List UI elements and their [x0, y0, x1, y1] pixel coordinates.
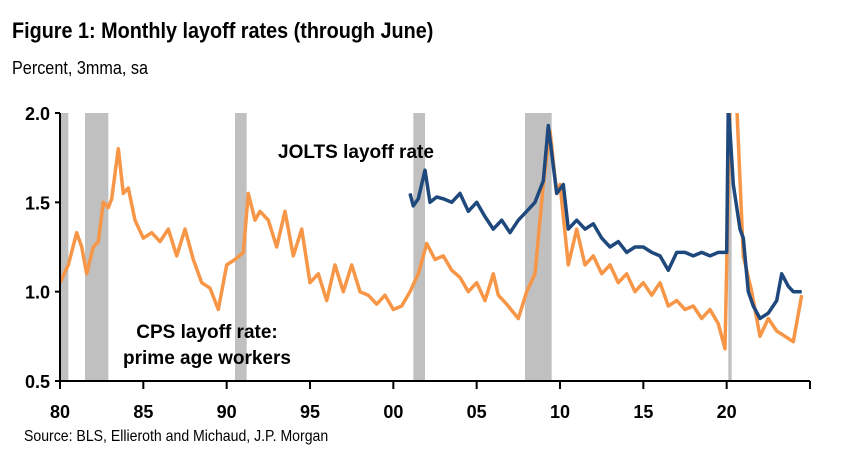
x-tick-label: 10 — [550, 402, 570, 422]
series-label-jolts: JOLTS layoff rate — [278, 142, 434, 163]
x-tick-label: 20 — [717, 402, 737, 422]
recession-band — [85, 113, 109, 381]
recession-bands — [60, 113, 732, 381]
series-label-cps-line1: CPS layoff rate: — [136, 322, 277, 343]
y-tick-label: 2.0 — [25, 104, 50, 124]
chart-subtitle: Percent, 3mma, sa — [12, 58, 148, 78]
x-tick-label: 05 — [467, 402, 487, 422]
axes: 0.5 1.0 1.5 2.0 80 85 90 95 00 05 10 15 20 — [25, 104, 811, 422]
y-tick-label: 0.5 — [25, 372, 50, 392]
recession-band — [60, 113, 69, 381]
recession-band — [413, 113, 425, 381]
source-note: Source: BLS, Ellieroth and Michaud, J.P.… — [24, 428, 329, 445]
cps-line — [60, 113, 804, 351]
recession-band — [235, 113, 247, 381]
series-lines — [60, 113, 804, 351]
y-tick-label: 1.0 — [25, 283, 50, 303]
x-tick-label: 80 — [50, 402, 70, 422]
x-tick-label: 85 — [133, 402, 153, 422]
x-tick-label: 95 — [300, 402, 320, 422]
recession-band — [728, 113, 732, 381]
chart-title: Figure 1: Monthly layoff rates (through … — [12, 18, 434, 43]
x-tick-label: 00 — [383, 402, 403, 422]
y-tick-label: 1.5 — [25, 193, 50, 213]
series-label-cps-line2: prime age workers — [123, 348, 291, 369]
x-tick-label: 15 — [633, 402, 653, 422]
x-tick-label: 90 — [217, 402, 237, 422]
jolts-line — [408, 113, 802, 321]
